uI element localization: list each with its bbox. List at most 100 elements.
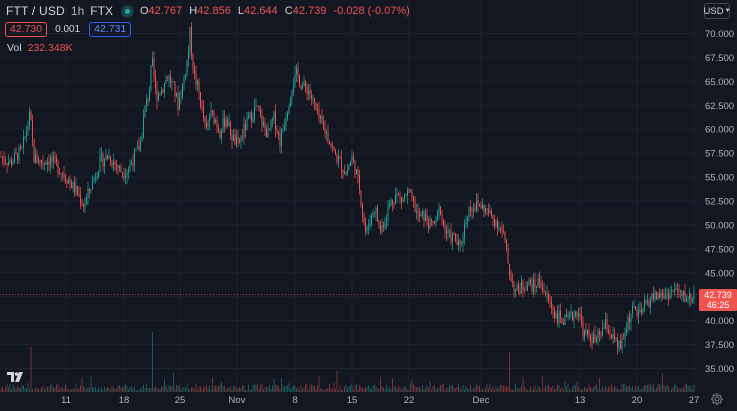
volume-bar <box>485 388 486 392</box>
candle-body <box>296 68 297 74</box>
candle-body <box>267 129 269 138</box>
volume-bar <box>66 388 68 392</box>
volume-bar <box>84 386 86 392</box>
volume-bar <box>434 385 435 392</box>
volume-bar <box>524 386 525 392</box>
candle-body <box>362 204 363 215</box>
volume-bar <box>192 387 194 392</box>
volume-bar <box>132 388 134 392</box>
candle-body <box>30 112 32 121</box>
open-value: 42.767 <box>148 5 183 17</box>
volume-bar <box>537 385 539 392</box>
candle-body <box>621 338 623 350</box>
candle-body <box>248 116 249 118</box>
volume-bar <box>404 386 405 392</box>
candle-body <box>597 331 599 339</box>
candle-body <box>321 116 323 123</box>
time-axis-label: 11 <box>61 395 71 406</box>
candle-body <box>105 155 107 161</box>
volume-bar <box>359 384 360 392</box>
candle-body <box>233 134 234 142</box>
candle-body <box>357 169 359 176</box>
volume-bar <box>15 388 17 392</box>
candle-body <box>524 288 525 290</box>
time-axis[interactable]: 11 18 25 Nov 8 15 22 Dec 13 20 27 <box>61 395 699 406</box>
last-price-value: 42.739 <box>704 290 732 300</box>
candle-body <box>587 330 588 334</box>
volume-bar <box>504 386 506 392</box>
volume-bar <box>408 389 410 392</box>
volume-bar <box>642 386 644 392</box>
candle-body <box>186 59 188 76</box>
volume-bar <box>317 385 318 392</box>
candle-body <box>635 306 636 310</box>
candle-body <box>209 117 210 122</box>
candle-body <box>35 154 36 163</box>
volume-bar <box>168 385 170 392</box>
volume-bar <box>618 389 620 392</box>
volume-bar <box>374 384 375 392</box>
volume-bar <box>389 386 390 392</box>
volume-bar <box>347 387 348 392</box>
candle-body <box>477 200 479 204</box>
candle-body <box>440 206 441 215</box>
candle-body <box>29 112 30 126</box>
candle-body <box>549 299 551 302</box>
candle-body <box>65 176 66 181</box>
candle-body <box>279 133 281 146</box>
candle-body <box>342 170 344 173</box>
candle-body <box>254 106 255 119</box>
volume-bar <box>461 389 462 392</box>
volume-bar <box>306 384 308 392</box>
price-axis[interactable]: 70.000 67.500 65.000 62.500 60.000 57.500 55.0… <box>705 29 734 375</box>
volume-bar <box>305 384 306 392</box>
candle-body <box>33 139 35 163</box>
volume-bar <box>435 388 437 392</box>
volume-bar <box>51 384 53 392</box>
volume-bar <box>528 389 530 392</box>
volume-bar <box>519 387 521 392</box>
candle-body <box>623 338 624 340</box>
volume-label[interactable]: Vol <box>7 42 22 54</box>
candle-body <box>590 335 591 341</box>
candle-body <box>588 330 590 336</box>
candle-body <box>674 289 675 292</box>
volume-bar <box>684 384 686 392</box>
candles <box>0 22 695 355</box>
candle-body <box>212 110 213 113</box>
volume-bar <box>563 389 564 392</box>
candle-body <box>108 156 110 159</box>
interval-label[interactable]: 1h <box>70 4 85 18</box>
symbol-name[interactable]: FTT / USD <box>6 4 65 18</box>
candle-body <box>9 160 11 163</box>
currency-selector[interactable]: USD ▼ <box>704 3 731 19</box>
candle-body <box>257 105 258 107</box>
volume-bar <box>360 386 362 392</box>
spread-value: 0.001 <box>55 24 81 35</box>
candle-body <box>591 340 593 344</box>
price-axis-label: 50.000 <box>705 220 734 231</box>
candle-body <box>132 162 134 166</box>
volume-bar <box>390 389 392 392</box>
volume-bar <box>675 384 677 392</box>
tradingview-logo-icon[interactable] <box>7 370 25 384</box>
high-value: 42.856 <box>197 5 231 17</box>
volume-bar <box>99 389 101 392</box>
volume-bar <box>692 389 693 392</box>
candle-body <box>599 331 600 334</box>
volume-bar <box>141 386 143 392</box>
volume-bar <box>647 385 648 392</box>
gear-icon[interactable] <box>710 392 724 406</box>
buy-button[interactable]: 42.731 <box>89 22 132 37</box>
candle-body <box>476 200 477 210</box>
candle-body <box>575 311 576 317</box>
volume-value: 232.348K <box>27 42 73 54</box>
candle-body <box>231 135 233 142</box>
volume-bar <box>423 389 425 392</box>
sell-button[interactable]: 42.730 <box>5 22 48 37</box>
volume-bar <box>245 389 246 392</box>
candle-body <box>369 223 371 227</box>
volume-bar <box>650 384 651 392</box>
